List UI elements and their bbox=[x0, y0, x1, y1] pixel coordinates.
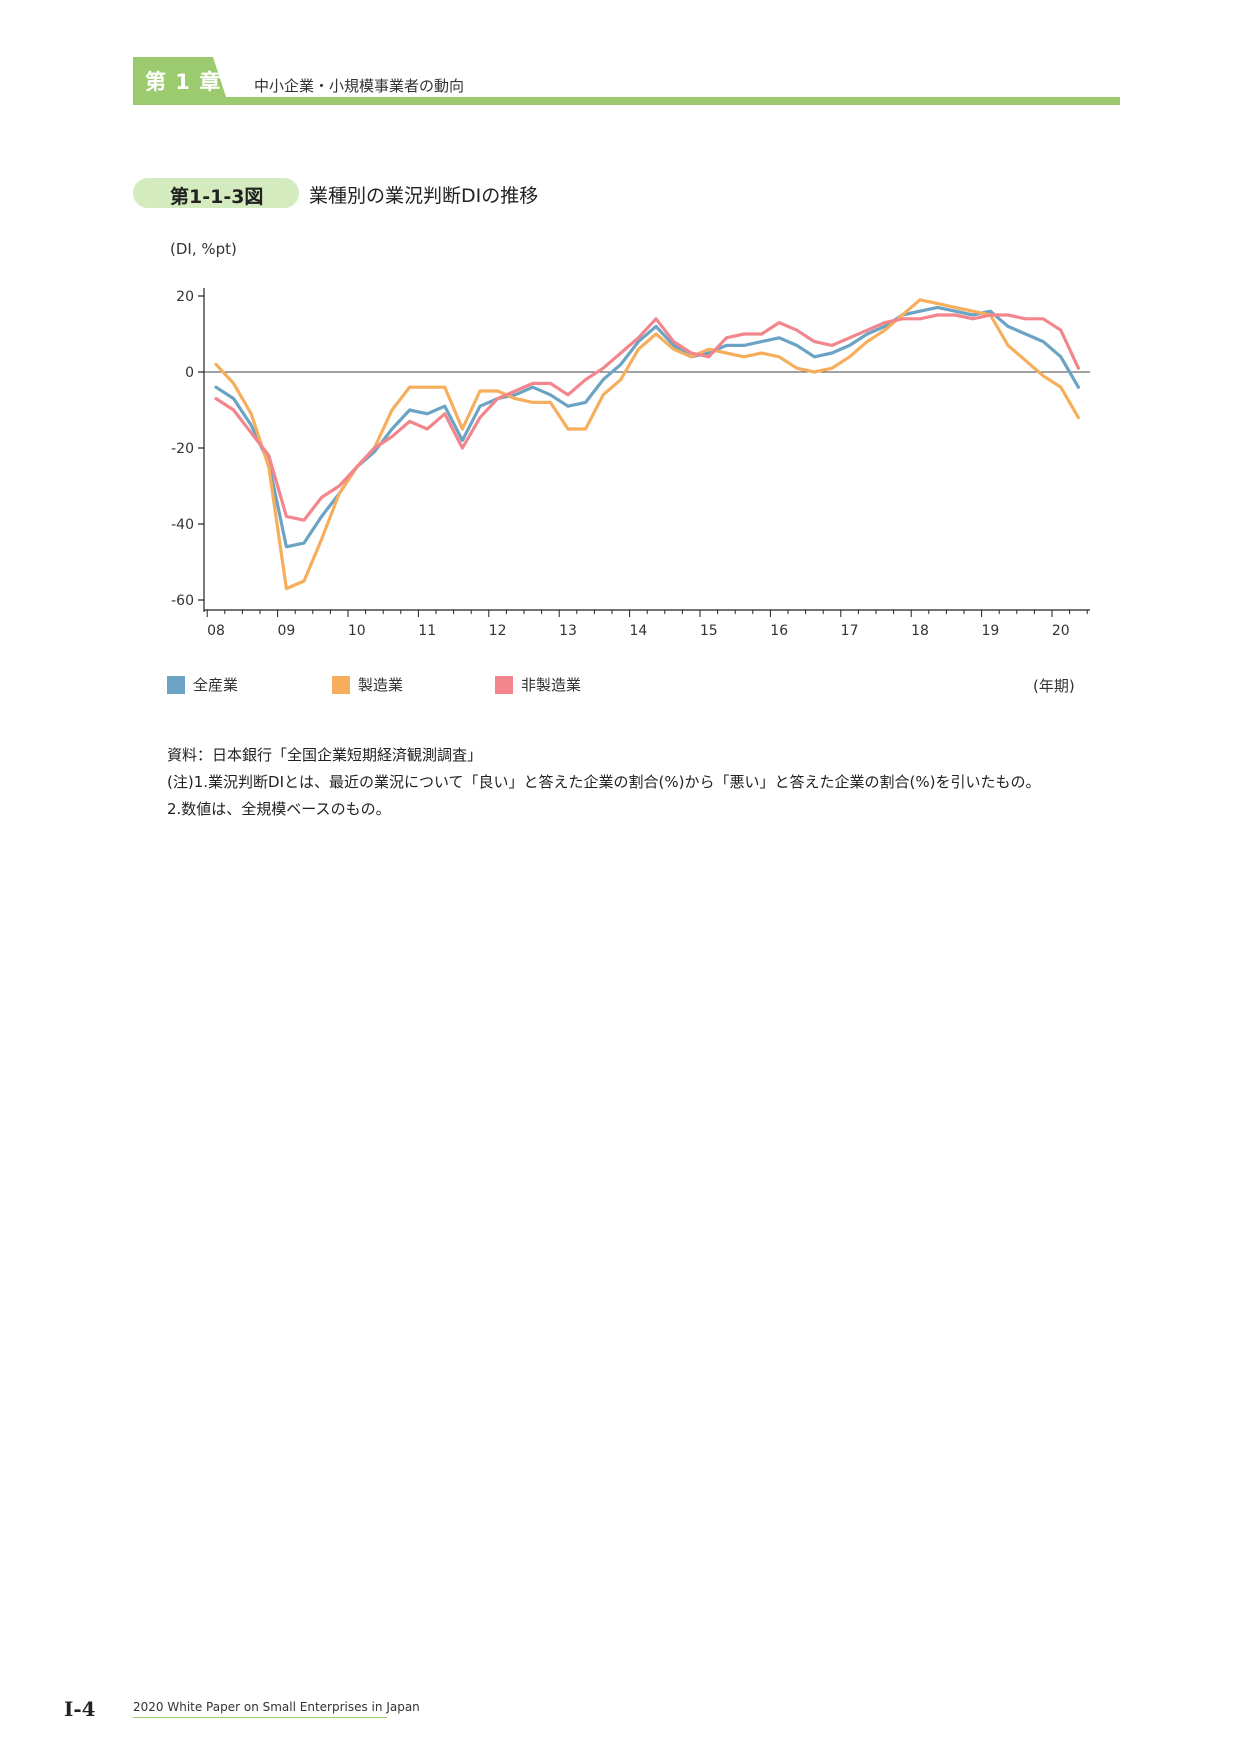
figure-number-pill bbox=[133, 178, 299, 208]
x-tick-label: 10 bbox=[348, 623, 366, 639]
series-line-1 bbox=[214, 298, 1081, 591]
x-tick-label: 20 bbox=[1052, 623, 1070, 639]
x-tick-label: 08 bbox=[207, 623, 225, 639]
header-bar bbox=[133, 97, 1120, 105]
notes: 資料：日本銀行「全国企業短期経済観測調査」 (注)1.業況判断DIとは、最近の業… bbox=[167, 742, 1087, 823]
x-tick-label: 13 bbox=[559, 623, 577, 639]
legend-item-manufacturing: 製造業 bbox=[332, 674, 403, 695]
y-tick-label: 0 bbox=[185, 365, 194, 381]
series-line-2 bbox=[214, 313, 1081, 522]
y-tick-label: -40 bbox=[171, 517, 194, 533]
y-tick-label: 20 bbox=[176, 289, 194, 305]
legend-label: 非製造業 bbox=[521, 676, 582, 694]
figure-number: 第1-1-3図 bbox=[170, 186, 264, 208]
x-tick-label: 18 bbox=[911, 623, 929, 639]
footer-text: 2020 White Paper on Small Enterprises in… bbox=[133, 1700, 420, 1714]
y-tick-label: -60 bbox=[171, 593, 194, 609]
footer-line bbox=[133, 1717, 387, 1718]
y-tick-label: -20 bbox=[171, 441, 194, 457]
legend-swatch bbox=[495, 675, 513, 694]
chapter-title: 中小企業・小規模事業者の動向 bbox=[254, 77, 465, 95]
x-tick-label: 19 bbox=[981, 623, 999, 639]
x-tick-label: 16 bbox=[770, 623, 788, 639]
x-tick-label: 12 bbox=[489, 623, 507, 639]
chapter-tab bbox=[133, 57, 228, 103]
x-tick-label: 17 bbox=[841, 623, 859, 639]
x-axis-label: (年期) bbox=[1033, 677, 1075, 695]
legend-swatch bbox=[332, 675, 350, 694]
x-tick-label: 11 bbox=[418, 623, 436, 639]
source-note: 資料：日本銀行「全国企業短期経済観測調査」 bbox=[167, 746, 483, 764]
legend-label: 製造業 bbox=[358, 676, 404, 694]
figure-title: 業種別の業況判断DIの推移 bbox=[309, 185, 539, 207]
x-tick-label: 14 bbox=[629, 623, 647, 639]
legend-label: 全産業 bbox=[193, 676, 239, 694]
x-tick-label: 15 bbox=[700, 623, 718, 639]
legend-item-non-manufacturing: 非製造業 bbox=[495, 674, 581, 695]
note-1: (注)1.業況判断DIとは、最近の業況について「良い」と答えた企業の割合(%)か… bbox=[167, 773, 1041, 791]
y-axis-label: (DI, %pt) bbox=[170, 240, 237, 258]
chapter-label: 第 1 章 bbox=[145, 70, 222, 94]
legend-swatch bbox=[167, 675, 185, 694]
page-number: Ⅰ-4 bbox=[64, 1697, 96, 1721]
note-2: 2.数値は、全規模ベースのもの。 bbox=[167, 800, 391, 818]
line-chart: (DI, %pt) 20 0 -20 -40 -60 08 09 10 11 12 13 14 15 16… bbox=[170, 240, 1090, 639]
x-tick-label: 09 bbox=[277, 623, 295, 639]
legend-item-all-industries: 全産業 bbox=[167, 674, 238, 695]
